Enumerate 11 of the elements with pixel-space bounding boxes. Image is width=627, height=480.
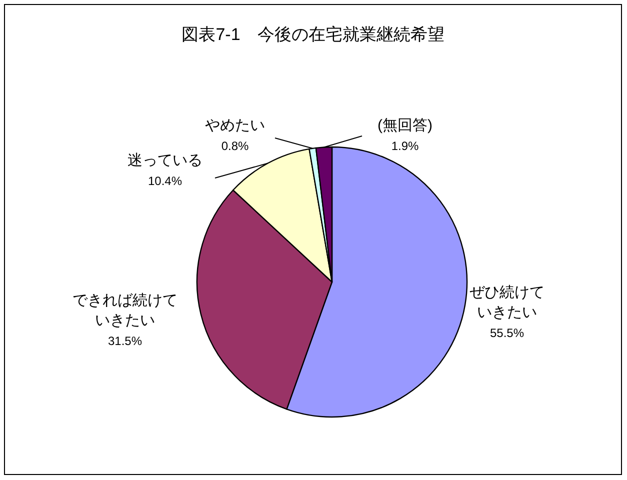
data-label: 55.5% <box>490 326 524 340</box>
data-label: 0.8% <box>221 139 249 153</box>
data-label: 1.9% <box>391 139 419 153</box>
slice-label: (無回答) <box>378 117 432 134</box>
data-label: 31.5% <box>108 334 142 348</box>
slice-label: できれば続けていきたい <box>72 292 178 329</box>
data-label: 10.4% <box>148 174 182 188</box>
chart-title: 図表7-1 今後の在宅就業継続希望 <box>182 25 444 44</box>
slice-label: 迷っている <box>128 152 202 169</box>
slice-label: ぜひ続けていきたい <box>470 284 544 321</box>
slice-label: やめたい <box>205 117 265 134</box>
